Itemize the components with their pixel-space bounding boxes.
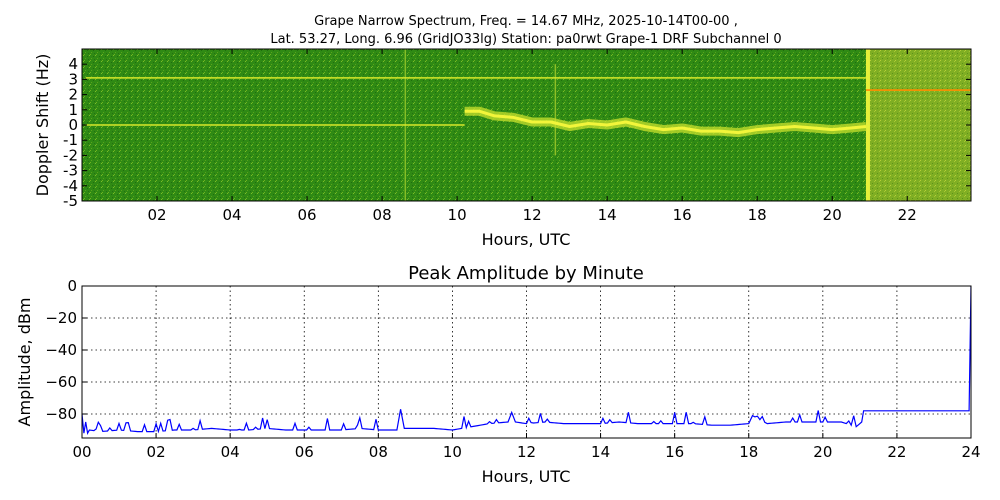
- x-tick-label: 14: [591, 443, 610, 461]
- series-line-amplitude: [82, 286, 971, 435]
- x-tick-label: 04: [222, 206, 241, 224]
- y-tick-label: −60: [45, 373, 77, 391]
- carrier-trace: [464, 109, 867, 135]
- x-tick-label: 10: [448, 206, 467, 224]
- x-tick-label: 06: [298, 206, 317, 224]
- late-band: [865, 49, 971, 201]
- y-tick-label: −80: [45, 405, 77, 423]
- y-tick-label: -5: [63, 192, 78, 210]
- x-tick-label: 16: [665, 443, 684, 461]
- x-tick-label: 20: [813, 443, 832, 461]
- x-tick-label: 18: [748, 206, 767, 224]
- x-tick-label: 00: [72, 443, 91, 461]
- y-tick-label: 1: [68, 101, 78, 119]
- x-tick-label: 18: [739, 443, 758, 461]
- x-tick-label: 02: [147, 206, 166, 224]
- y-tick-label: -1: [63, 131, 78, 149]
- x-tick-label: 16: [673, 206, 692, 224]
- amplitude-title: Peak Amplitude by Minute: [408, 263, 644, 284]
- spectrum-xlabel: Hours, UTC: [482, 230, 571, 249]
- x-tick-label: 08: [369, 443, 388, 461]
- y-tick-label: 0: [68, 116, 78, 134]
- spectrum-title-line2: Lat. 53.27, Long. 6.96 (GridJO33lg) Stat…: [270, 32, 781, 47]
- x-tick-label: 10: [443, 443, 462, 461]
- band-edge-line: [865, 49, 870, 201]
- spectrogram-area: [82, 49, 971, 201]
- x-tick-label: 14: [598, 206, 617, 224]
- y-tick-label: -2: [63, 146, 78, 164]
- x-tick-label: 22: [887, 443, 906, 461]
- y-tick-label: −40: [45, 341, 77, 359]
- x-tick-label: 08: [373, 206, 392, 224]
- y-tick-label: -4: [63, 177, 78, 195]
- y-tick-label: 4: [68, 55, 78, 73]
- y-tick-label: -3: [63, 162, 78, 180]
- vertical-streak-2: [554, 64, 557, 156]
- x-tick-label: 02: [147, 443, 166, 461]
- x-tick-label: 22: [898, 206, 917, 224]
- spectrum-title-line1: Grape Narrow Spectrum, Freq. = 14.67 MHz…: [314, 14, 738, 29]
- x-tick-label: 04: [221, 443, 240, 461]
- x-tick-label: 24: [961, 443, 980, 461]
- y-tick-label: −20: [45, 309, 77, 327]
- amplitude-ylabel: Amplitude, dBm: [15, 298, 34, 427]
- x-tick-label: 06: [295, 443, 314, 461]
- y-tick-label: 0: [67, 277, 77, 295]
- x-tick-label: 20: [823, 206, 842, 224]
- y-tick-label: 2: [68, 86, 78, 104]
- spectrum-ylabel: Doppler Shift (Hz): [33, 54, 52, 197]
- amplitude-xlabel: Hours, UTC: [482, 467, 571, 486]
- x-tick-label: 12: [517, 443, 536, 461]
- x-tick-label: 12: [523, 206, 542, 224]
- y-tick-label: 3: [68, 70, 78, 88]
